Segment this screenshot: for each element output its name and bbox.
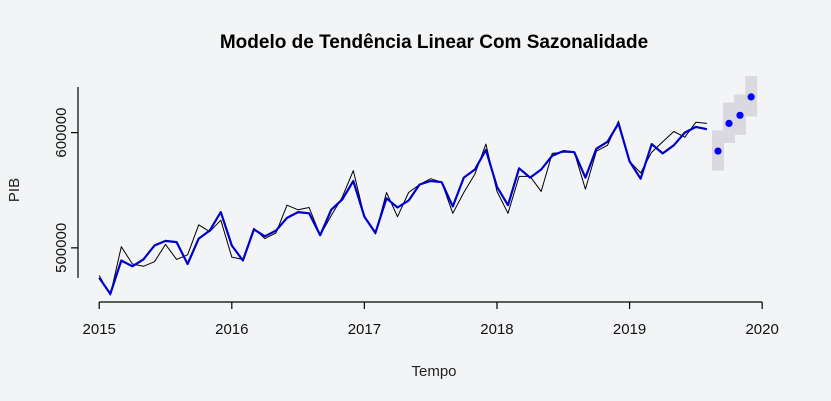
plot-area: 2015 2016 2017 2018 2019 2020 500000 600000 xyxy=(53,76,779,338)
x-tick-label: 2015 xyxy=(83,321,116,338)
forecast-point xyxy=(747,93,755,101)
forecast-point xyxy=(736,111,744,119)
chart-title: Modelo de Tendência Linear Com Sazonalid… xyxy=(220,32,648,53)
x-axis-label: Tempo xyxy=(411,363,456,380)
forecast-point xyxy=(714,147,722,155)
x-tick-label: 2018 xyxy=(480,321,513,338)
x-tick-label: 2016 xyxy=(215,321,248,338)
y-axis-label: PIB xyxy=(6,178,23,202)
x-tick-label: 2019 xyxy=(613,321,646,338)
forecast-point xyxy=(725,119,733,127)
x-tick-label: 2020 xyxy=(745,321,778,338)
x-tick-label: 2017 xyxy=(348,321,381,338)
fitted-series-line xyxy=(98,122,708,295)
y-tick-label: 500000 xyxy=(53,223,70,273)
y-tick-label: 600000 xyxy=(53,108,70,158)
